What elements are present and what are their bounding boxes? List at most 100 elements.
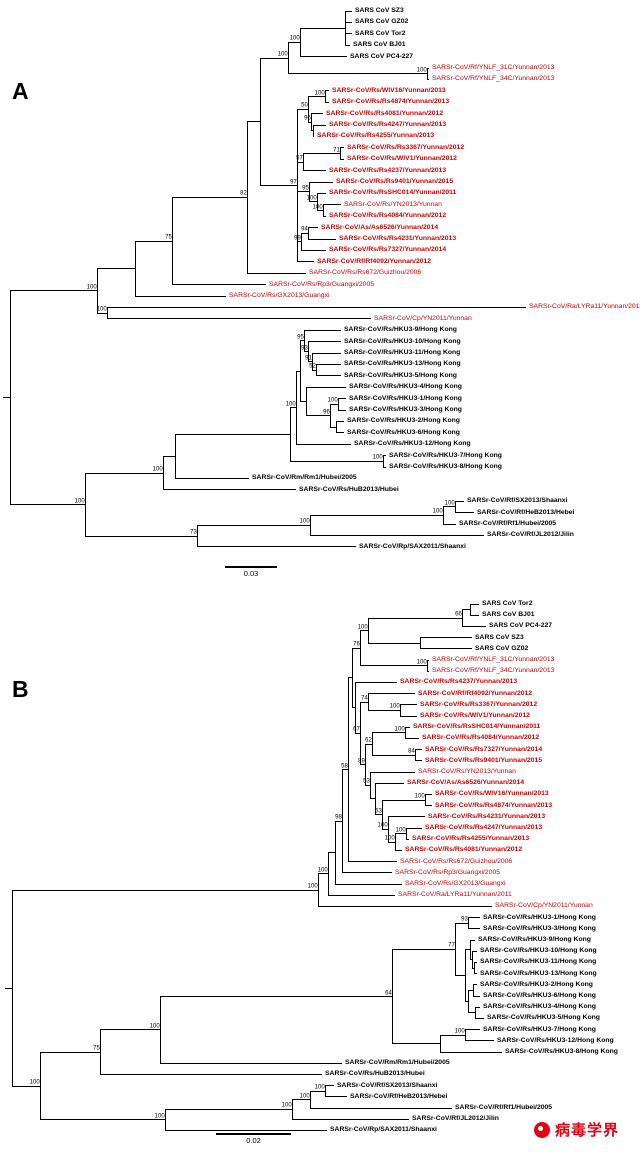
tree-branch: [318, 905, 492, 907]
tree-branch: [323, 204, 324, 217]
bootstrap-value: 100: [314, 1084, 325, 1091]
bootstrap-value: 100: [389, 703, 400, 710]
tree-branch: [360, 701, 361, 766]
tree-branch: [310, 514, 443, 516]
tree-branch: [382, 828, 388, 830]
bootstrap-value: 91: [305, 354, 312, 361]
tree-branch: [474, 961, 475, 975]
tree-branch: [345, 10, 346, 46]
panel-label: A: [12, 78, 29, 104]
tree-branch: [440, 1034, 441, 1053]
tree-branch: [107, 318, 371, 320]
tree-branch: [400, 704, 401, 717]
tree-branch: [310, 1090, 311, 1109]
bootstrap-value: 74: [361, 695, 368, 702]
tree-branch: [85, 472, 86, 537]
bootstrap-value: 100: [395, 826, 406, 833]
bootstrap-value: 93: [301, 344, 308, 351]
bootstrap-value: 50: [301, 102, 308, 109]
taxon-label: SARSr-CoV/Rs/Rs7327/Yunnan/2014: [329, 246, 447, 254]
tree-branch: [465, 1040, 494, 1042]
tree-branch: [97, 312, 107, 314]
tree-branch: [405, 737, 419, 739]
tree-branch: [330, 403, 338, 405]
tree-branch: [382, 799, 425, 801]
bootstrap-value: 100: [312, 203, 323, 210]
taxon-label: SARSr-CoV/Rs/HuB2013/Hubei: [325, 1070, 425, 1078]
taxon-label: SARSr-CoV/Rs/Rs4255/Yunnan/2013: [412, 835, 530, 843]
bootstrap-value: 77: [448, 942, 455, 949]
tree-branch: [472, 950, 473, 969]
taxon-label: SARSr-CoV/Rs/Rs4247/Yunnan/2013: [329, 121, 447, 129]
taxon-label: SARSr-CoV/Rs/Rs4231/Yunnan/2013: [428, 812, 546, 820]
tree-branch: [306, 415, 330, 417]
tree-branch: [290, 460, 383, 462]
tree-branch: [312, 369, 316, 371]
taxon-label: SARSr-CoV/Rs/HKU3-12/Hong Kong: [354, 440, 471, 448]
bootstrap-value: 100: [154, 1113, 165, 1120]
taxon-label: SARSr-CoV/Rs/HKU3-1/Hong Kong: [483, 913, 596, 921]
bootstrap-value: 100: [285, 401, 296, 408]
taxon-label: SARSr-CoV/Rf/JL2012/Jilin: [412, 1115, 499, 1123]
tree-branch: [368, 709, 400, 711]
tree-branch: [40, 1119, 165, 1121]
tree-branch: [345, 44, 350, 46]
tree-branch: [470, 614, 479, 616]
tree-branch: [318, 873, 319, 907]
tree-branch: [310, 1090, 325, 1092]
tree-branch: [395, 833, 396, 851]
tree-branch: [308, 121, 311, 123]
tree-branch: [40, 1051, 100, 1053]
tree-branch: [474, 961, 477, 963]
tree-branch: [395, 849, 402, 851]
tree-branch: [300, 340, 301, 402]
tree-branch: [340, 158, 344, 160]
tree-branch: [440, 1034, 465, 1036]
tree-branch: [360, 630, 368, 632]
tree-branch: [316, 363, 341, 365]
tree-branch: [300, 27, 301, 58]
taxon-label: SARS CoV PC4-227: [350, 52, 414, 60]
tree-branch: [406, 827, 407, 840]
taxon-label: SARS CoV GZ02: [475, 644, 529, 652]
scale-bar: [225, 566, 277, 568]
tree-branch: [470, 603, 479, 605]
tree-branch: [135, 240, 172, 242]
tree-branch: [388, 841, 395, 843]
tree-branch: [462, 609, 463, 627]
tree-branch: [392, 948, 455, 950]
bootstrap-value: 96: [323, 409, 330, 416]
bootstrap-value: 100: [357, 623, 368, 630]
tree-branch: [340, 147, 341, 160]
tree-branch: [325, 1085, 326, 1098]
tree-branch: [288, 41, 300, 43]
tree-branch: [301, 232, 302, 251]
bootstrap-value: 52: [309, 363, 316, 370]
tree-branch: [308, 361, 312, 363]
tree-branch: [175, 433, 176, 479]
tree-branch: [107, 306, 526, 308]
tree-branch: [473, 984, 474, 997]
taxon-label: SARSr-CoV/Rs/Rp3/Guangxi/2005: [269, 280, 375, 288]
tree-branch: [338, 409, 346, 411]
tree-branch: [395, 833, 406, 835]
taxon-label: SARSr-CoV/Rf/YNLF_31C/Yunnan/2013: [432, 656, 555, 664]
tree-branch: [160, 1062, 342, 1064]
taxon-label: SARSr-CoV/Rs/HKU3-10/Hong Kong: [480, 947, 597, 955]
tree-branch: [5, 987, 12, 989]
tree-branch: [360, 630, 361, 667]
tree-branch: [473, 984, 477, 986]
tree-branch: [355, 681, 356, 734]
tree-branch: [165, 1129, 327, 1131]
tree-branch: [300, 400, 306, 402]
tree-branch: [313, 135, 314, 137]
tree-branch: [97, 268, 98, 314]
bootstrap-value: 100: [96, 306, 107, 313]
tree-branch: [375, 782, 404, 784]
tree-branch: [310, 1107, 452, 1109]
taxon-label: SARSr-CoV/Rs/HKU3-6/Hong Kong: [483, 992, 596, 1000]
tree-branch: [12, 1085, 40, 1087]
tree-branch: [383, 466, 386, 468]
bootstrap-value: 100: [384, 835, 395, 842]
taxon-label: SARSr-CoV/Rs/HKU3-2/Hong Kong: [480, 980, 593, 988]
